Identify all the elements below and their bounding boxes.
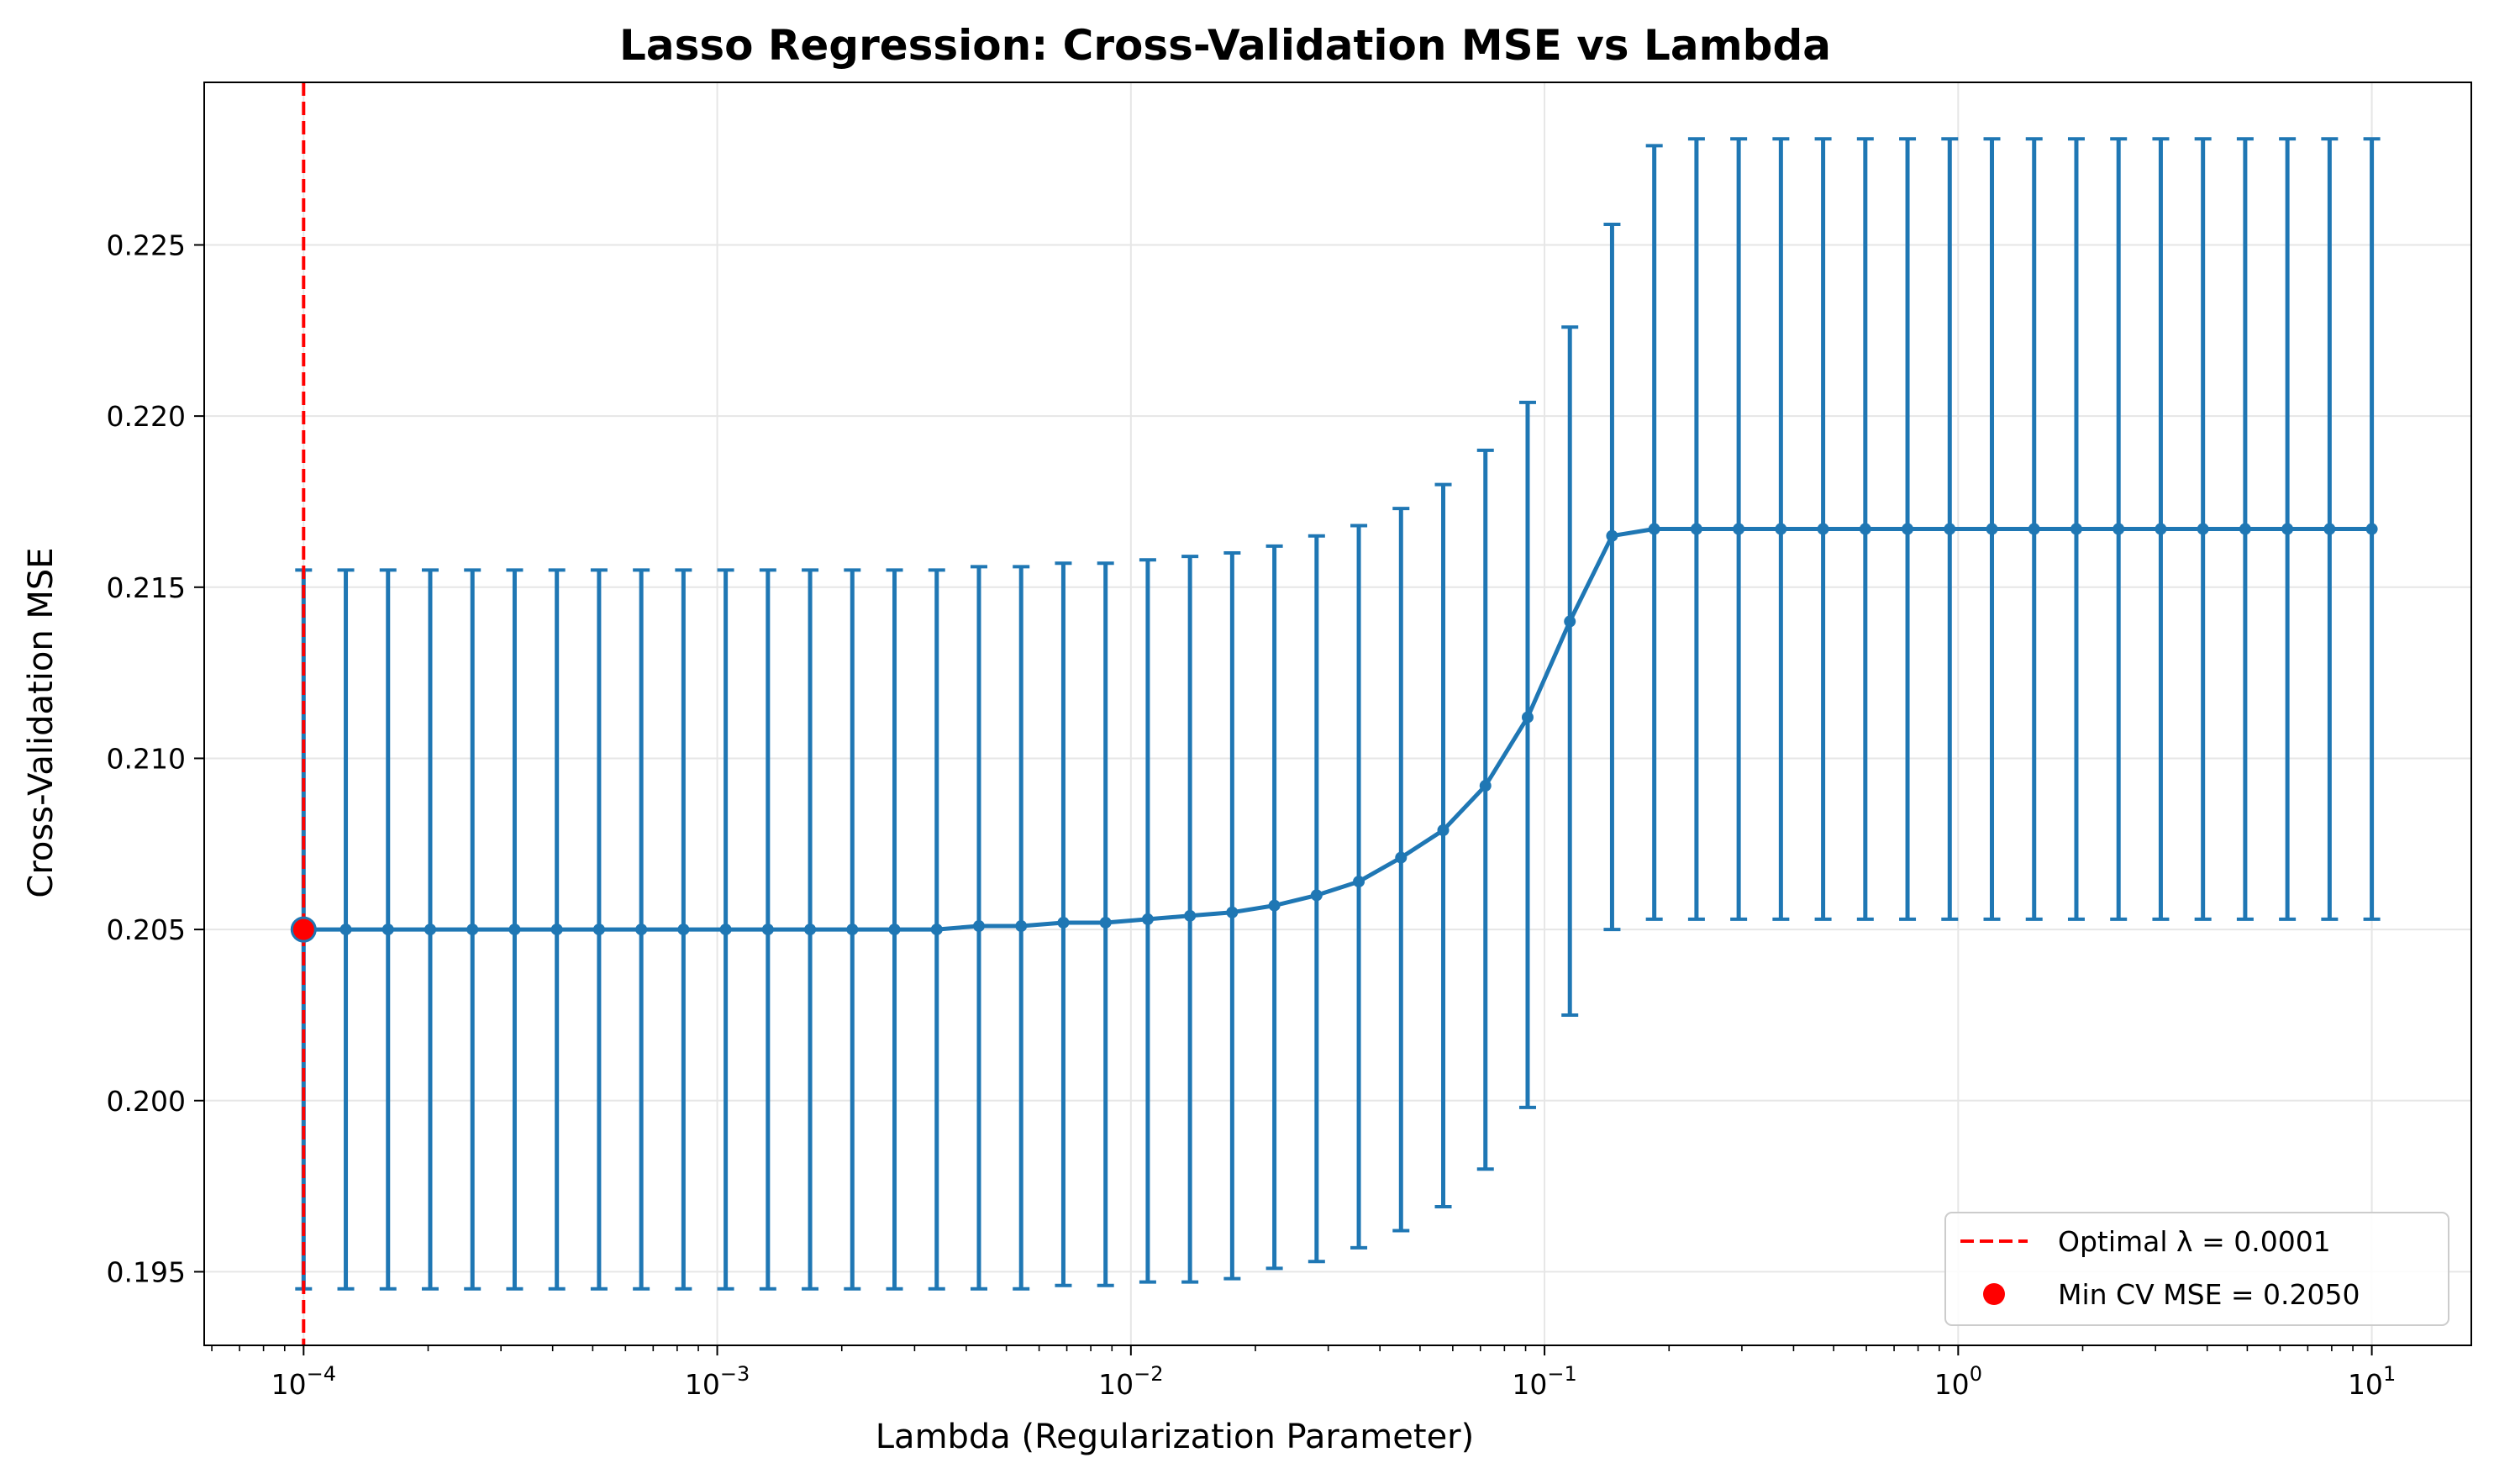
data-point [972, 920, 985, 933]
data-point [1141, 913, 1154, 925]
data-point [1099, 916, 1112, 929]
data-point [466, 924, 479, 936]
data-point [2155, 523, 2167, 535]
data-point [2070, 523, 2082, 535]
data-point [1184, 909, 1197, 922]
data-point [1437, 824, 1450, 836]
legend: Optimal λ = 0.0001 Min CV MSE = 0.2050 [1944, 1212, 2449, 1326]
y-tick-label: 0.200 [107, 1085, 186, 1118]
data-point [424, 924, 436, 936]
series [290, 82, 2381, 1345]
data-point [550, 924, 563, 936]
y-tick-label: 0.220 [107, 400, 186, 433]
data-point [2113, 523, 2125, 535]
data-point [1859, 523, 1871, 535]
data-point [1902, 523, 1914, 535]
data-point [1226, 906, 1239, 918]
legend-circle-marker [1983, 1283, 2005, 1305]
x-tick-label: 100 [1934, 1362, 1982, 1401]
y-axis: 0.195 0.200 0.205 0.210 0.215 0.220 0.225 [107, 229, 204, 1288]
x-tick-label: 101 [2348, 1362, 2396, 1401]
x-tick-label: 10−4 [271, 1362, 336, 1401]
legend-box [1944, 1212, 2449, 1326]
y-tick-label: 0.205 [107, 913, 186, 946]
plot-background [204, 82, 2471, 1345]
data-point [508, 924, 521, 936]
data-point [1310, 889, 1323, 902]
legend-label-min-mse: Min CV MSE = 0.2050 [2058, 1278, 2360, 1311]
plot-area [203, 82, 2472, 1346]
chart-title: Lasso Regression: Cross-Validation MSE v… [619, 21, 1831, 70]
x-tick-label: 10−3 [685, 1362, 750, 1401]
data-point [1268, 899, 1281, 912]
data-point [592, 924, 605, 936]
y-tick-label: 0.215 [107, 571, 186, 604]
data-point [1944, 523, 1956, 535]
x-axis-label: Lambda (Regularization Parameter) [876, 1418, 1474, 1456]
data-point [2028, 523, 2040, 535]
data-point [2281, 523, 2294, 535]
data-point [888, 924, 901, 936]
data-point [1479, 780, 1492, 792]
x-tick-label: 10−2 [1098, 1362, 1163, 1401]
data-point [930, 924, 943, 936]
x-axis: 10−4 10−3 10−2 10−1 100 101 [211, 1345, 2396, 1401]
min-cv-mse-point [290, 916, 317, 943]
x-tick-label: 10−1 [1512, 1362, 1576, 1401]
data-point [761, 924, 774, 936]
data-point [381, 924, 394, 936]
plot-frame [203, 82, 2472, 1346]
y-tick-label: 0.195 [107, 1255, 186, 1288]
data-point [2365, 523, 2378, 535]
data-point [1775, 523, 1787, 535]
data-point [1353, 876, 1365, 888]
data-point [1690, 523, 1702, 535]
data-point [1521, 711, 1534, 724]
data-point [1606, 529, 1618, 542]
data-point [804, 924, 817, 936]
y-tick-label: 0.225 [107, 229, 186, 261]
data-point [2239, 523, 2251, 535]
data-point [1733, 523, 1745, 535]
data-point [1986, 523, 1998, 535]
data-point [1015, 920, 1028, 933]
data-point [1564, 615, 1576, 628]
data-point [846, 924, 859, 936]
data-point [719, 924, 732, 936]
data-point [339, 924, 352, 936]
data-point [2197, 523, 2209, 535]
data-point [1648, 523, 1660, 535]
y-axis-label: Cross-Validation MSE [22, 547, 61, 897]
data-point [677, 924, 690, 936]
data-point [1817, 523, 1829, 535]
data-point [635, 924, 648, 936]
y-tick-label: 0.210 [107, 742, 186, 775]
legend-label-optimal: Optimal λ = 0.0001 [2058, 1225, 2331, 1258]
data-point [1057, 916, 1070, 929]
data-point [1395, 851, 1407, 864]
mean-cv-mse-line [303, 527, 2372, 932]
data-point [2323, 523, 2336, 535]
